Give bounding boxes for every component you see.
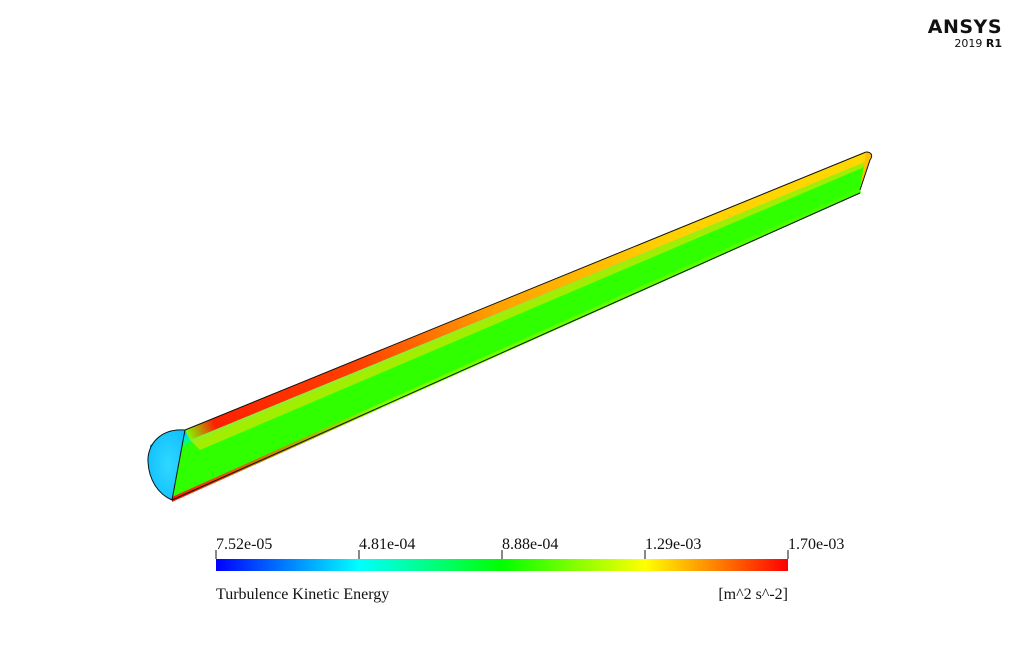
ansys-logo: ANSYS 2019 R1 [927, 16, 1002, 50]
legend-tick-marks [215, 550, 789, 559]
pipe-geometry [147, 151, 873, 502]
legend-tick-label: 1.29e-03 [645, 536, 701, 553]
logo-version: 2019 R1 [928, 38, 1002, 49]
legend-tick-label: 7.52e-05 [216, 536, 272, 553]
pipe-inlet-face [147, 429, 186, 501]
logo-version-release: R1 [985, 37, 1002, 50]
color-legend: 7.52e-05 4.81e-04 8.88e-04 1.29e-03 1.70e-03… [215, 536, 844, 603]
logo-name: ANSYS [927, 16, 1002, 38]
legend-tick-labels: 7.52e-05 4.81e-04 8.88e-04 1.29e-03 1.70e-03 [216, 536, 844, 553]
pipe-lower-band [172, 188, 861, 502]
pipe-outline-bottom [171, 192, 861, 501]
pipe-outlet-face [859, 151, 873, 191]
pipe-upper-band-inner [190, 160, 870, 450]
legend-tick-label: 8.88e-04 [502, 536, 558, 553]
legend-tick-label: 4.81e-04 [359, 536, 415, 553]
legend-variable-label: Turbulence Kinetic Energy [216, 586, 389, 603]
legend-color-bar [216, 559, 788, 571]
legend-unit-label: [m^2 s^-2] [718, 586, 788, 603]
pipe-outline-top [184, 151, 867, 431]
pipe-upper-band [185, 152, 870, 440]
legend-tick-label: 1.70e-03 [788, 536, 844, 553]
logo-version-year: 2019 [954, 37, 983, 50]
